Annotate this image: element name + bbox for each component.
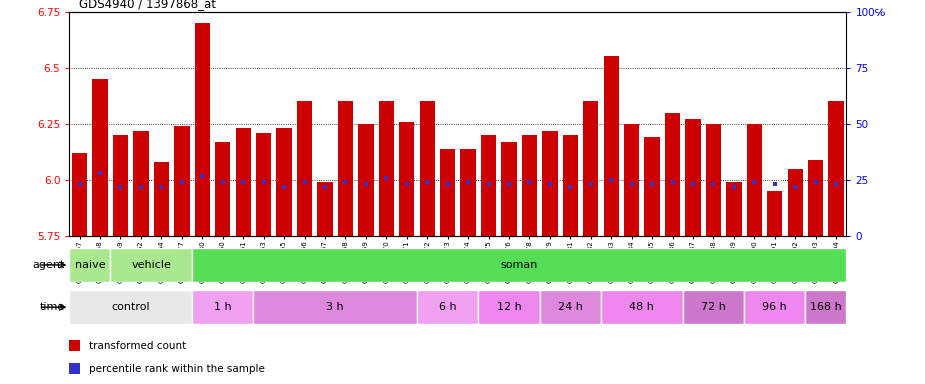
Text: time: time — [40, 302, 65, 312]
Text: percentile rank within the sample: percentile rank within the sample — [89, 364, 265, 374]
Text: 168 h: 168 h — [810, 302, 842, 312]
Text: transformed count: transformed count — [89, 341, 186, 351]
Bar — [215, 142, 230, 236]
Bar — [808, 160, 823, 236]
Bar — [72, 153, 87, 236]
Bar — [440, 149, 455, 236]
Bar — [192, 290, 253, 324]
Bar — [601, 290, 683, 324]
Bar — [726, 182, 742, 236]
Bar — [806, 290, 846, 324]
Bar — [378, 101, 394, 236]
Bar — [154, 162, 169, 236]
Text: GDS4940 / 1397868_at: GDS4940 / 1397868_at — [79, 0, 216, 10]
Bar — [539, 290, 601, 324]
Bar — [317, 182, 333, 236]
Bar — [665, 113, 680, 236]
Text: 3 h: 3 h — [327, 302, 344, 312]
Bar — [110, 248, 192, 282]
Bar — [92, 79, 107, 236]
Bar — [69, 340, 80, 351]
Bar — [69, 363, 80, 374]
Bar — [481, 135, 496, 236]
Bar — [746, 124, 762, 236]
Text: naive: naive — [75, 260, 105, 270]
Bar — [461, 149, 475, 236]
Bar — [192, 248, 846, 282]
Bar — [399, 122, 414, 236]
Bar — [338, 101, 353, 236]
Bar — [542, 131, 558, 236]
Text: control: control — [111, 302, 150, 312]
Text: 6 h: 6 h — [438, 302, 456, 312]
Text: 1 h: 1 h — [214, 302, 231, 312]
Bar — [706, 124, 722, 236]
Bar — [297, 101, 312, 236]
Bar — [685, 119, 700, 236]
Bar — [358, 124, 374, 236]
Bar — [603, 56, 619, 236]
Bar — [417, 290, 478, 324]
Bar — [583, 101, 598, 236]
Bar — [253, 290, 417, 324]
Text: 72 h: 72 h — [701, 302, 726, 312]
Text: agent: agent — [32, 260, 65, 270]
Bar — [256, 133, 271, 236]
Text: vehicle: vehicle — [131, 260, 171, 270]
Bar — [133, 131, 149, 236]
Bar — [562, 135, 578, 236]
Bar — [744, 290, 806, 324]
Bar — [194, 23, 210, 236]
Bar — [174, 126, 190, 236]
Bar — [624, 124, 639, 236]
Bar — [69, 248, 110, 282]
Bar — [277, 128, 291, 236]
Text: 96 h: 96 h — [762, 302, 787, 312]
Bar — [522, 135, 537, 236]
Bar — [683, 290, 744, 324]
Bar — [787, 169, 803, 236]
Text: 48 h: 48 h — [630, 302, 654, 312]
Bar — [113, 135, 129, 236]
Bar — [645, 137, 660, 236]
Text: soman: soman — [500, 260, 538, 270]
Text: 12 h: 12 h — [497, 302, 522, 312]
Bar — [767, 191, 783, 236]
Bar — [420, 101, 435, 236]
Bar — [236, 128, 251, 236]
Bar — [501, 142, 517, 236]
Text: 24 h: 24 h — [558, 302, 583, 312]
Bar — [69, 290, 192, 324]
Bar — [829, 101, 844, 236]
Bar — [478, 290, 539, 324]
